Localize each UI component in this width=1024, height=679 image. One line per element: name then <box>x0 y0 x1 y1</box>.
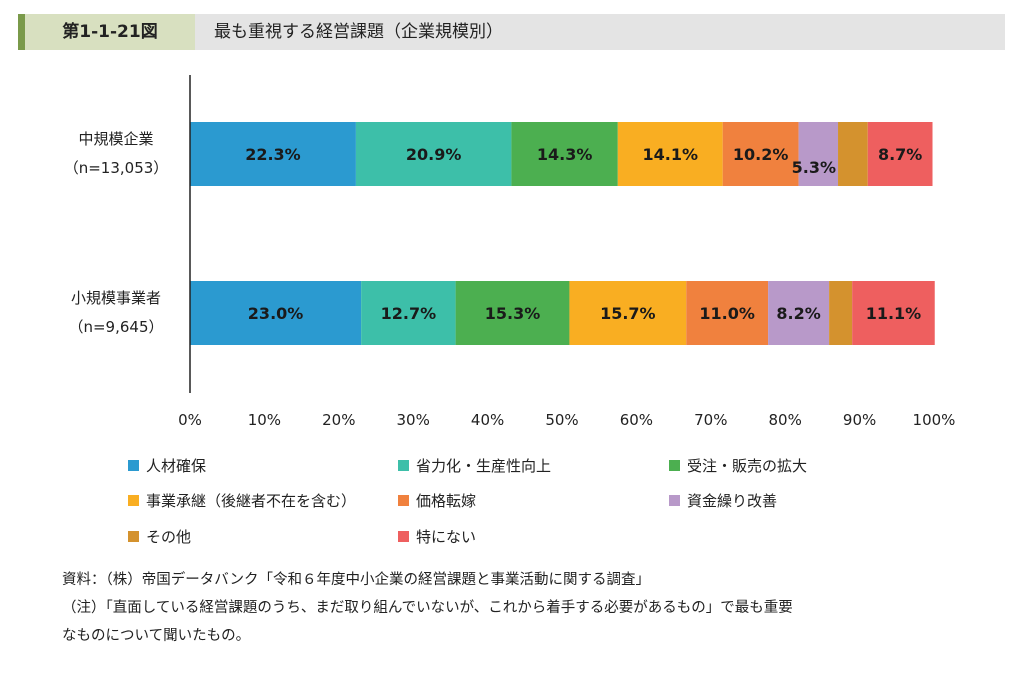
header-accent-bar <box>18 14 25 50</box>
legend-item: 事業承継（後継者不在を含む） <box>128 490 356 510</box>
x-tick-label: 60% <box>620 411 653 429</box>
bar-segment <box>355 122 512 186</box>
bar-segment <box>768 281 830 345</box>
data-label: 8.7% <box>878 145 922 164</box>
bar-segment <box>838 122 868 186</box>
footnote-line-1: （注）「直面している経営課題のうち、まだ取り組んでいないが、これから着手する必要… <box>62 600 793 616</box>
bar-segment <box>455 281 570 345</box>
legend-swatch <box>398 530 409 542</box>
category-label: 小規模事業者 <box>71 289 161 307</box>
x-tick-label: 10% <box>248 411 281 429</box>
legend-item: その他 <box>128 526 191 546</box>
data-label: 11.1% <box>866 304 922 323</box>
data-label: 5.3% <box>792 158 836 177</box>
x-tick-label: 20% <box>322 411 355 429</box>
category-label: 中規模企業 <box>78 130 153 148</box>
x-tick-label: 70% <box>694 411 727 429</box>
bar-segment <box>852 281 935 345</box>
legend-swatch <box>398 494 409 506</box>
legend-swatch <box>669 494 680 506</box>
data-label: 15.7% <box>600 304 656 323</box>
figure-title: 最も重視する経営課題（企業規模別） <box>214 22 503 42</box>
legend-swatch <box>128 530 139 542</box>
legend-label: 資金繰り改善 <box>687 491 778 510</box>
category-label: （n=13,053） <box>64 159 169 177</box>
legend-label: 人材確保 <box>146 456 207 475</box>
bar-segment <box>798 122 839 186</box>
legend-item: 特にない <box>398 526 476 546</box>
x-tick-label: 80% <box>769 411 802 429</box>
legend-swatch <box>669 459 680 471</box>
notes: 資料：（株）帝国データバンク「令和６年度中小企業の経営課題と事業活動に関する調査… <box>62 566 1002 650</box>
chart-legend: 人材確保 省力化・生産性向上 受注・販売の拡大事業承継（後継者不在を含む） 価格転嫁 資… <box>128 455 998 551</box>
data-label: 15.3% <box>485 304 541 323</box>
data-label: 14.1% <box>642 145 698 164</box>
x-tick-label: 0% <box>178 411 202 429</box>
footnote-line-2: なものについて聞いたもの。 <box>62 628 251 644</box>
figure-header: 第1-1-21図 最も重視する経営課題（企業規模別） <box>18 14 1005 50</box>
legend-swatch <box>128 459 139 471</box>
category-label: （n=9,645） <box>68 318 163 336</box>
legend-item: 受注・販売の拡大 <box>669 455 807 475</box>
data-label: 14.3% <box>537 145 593 164</box>
legend-label: その他 <box>146 527 192 546</box>
legend-label: 省力化・生産性向上 <box>416 456 552 475</box>
data-label: 23.0% <box>248 304 304 323</box>
figure-number: 第1-1-21図 <box>25 14 195 50</box>
legend-item: 資金繰り改善 <box>669 490 777 510</box>
data-label: 8.2% <box>776 304 820 323</box>
bar-segment <box>617 122 723 186</box>
bar-segment <box>569 281 687 345</box>
legend-label: 特にない <box>416 527 477 546</box>
x-tick-label: 30% <box>397 411 430 429</box>
bar-segment <box>190 122 356 186</box>
source-note: 資料：（株）帝国データバンク「令和６年度中小企業の経営課題と事業活動に関する調査… <box>62 572 650 588</box>
x-tick-label: 100% <box>913 411 956 429</box>
bar-segment <box>686 281 769 345</box>
bar-segment <box>190 281 362 345</box>
legend-label: 事業承継（後継者不在を含む） <box>146 491 357 510</box>
x-tick-label: 90% <box>843 411 876 429</box>
data-label: 10.2% <box>733 145 789 164</box>
data-label: 11.0% <box>699 304 755 323</box>
x-tick-label: 40% <box>471 411 504 429</box>
data-label: 12.7% <box>381 304 437 323</box>
data-label: 22.3% <box>245 145 301 164</box>
data-label: 20.9% <box>406 145 462 164</box>
legend-label: 受注・販売の拡大 <box>687 456 808 475</box>
bar-segment <box>511 122 618 186</box>
legend-swatch <box>398 459 409 471</box>
bar-segment <box>361 281 456 345</box>
bar-segment <box>829 281 853 345</box>
legend-swatch <box>128 494 139 506</box>
legend-item: 人材確保 <box>128 455 206 475</box>
legend-item: 省力化・生産性向上 <box>398 455 551 475</box>
legend-item: 価格転嫁 <box>398 490 476 510</box>
bar-segment <box>867 122 933 186</box>
bar-segment <box>722 122 799 186</box>
stacked-bar-chart: 22.3% 20.9% 14.3% 14.1% 10.2%5.3% 8.7% 中規模企業 （n… <box>64 75 956 429</box>
x-tick-label: 50% <box>545 411 578 429</box>
legend-label: 価格転嫁 <box>416 491 477 510</box>
